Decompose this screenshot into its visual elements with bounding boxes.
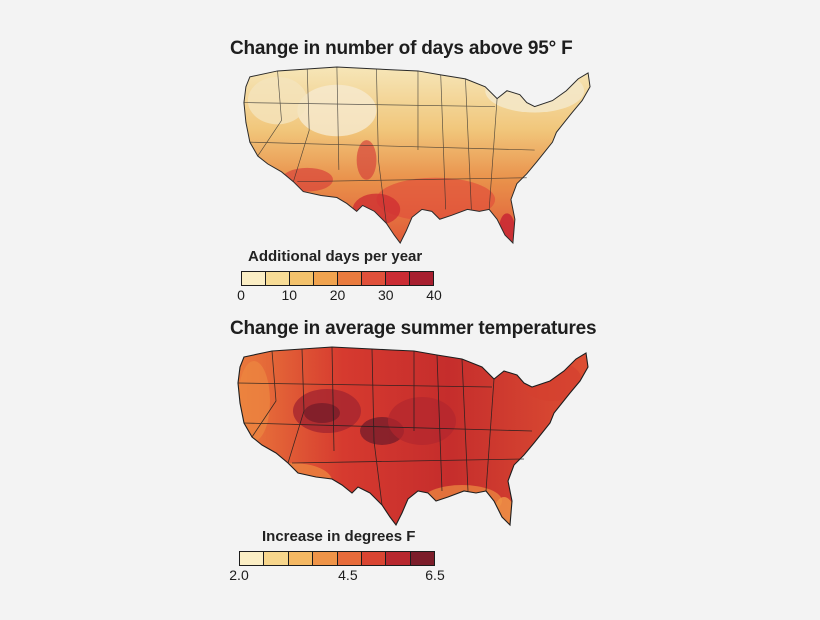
legend-swatch [410, 551, 435, 566]
legend-tick-label: 2.0 [229, 567, 249, 583]
legend-swatch [361, 551, 387, 566]
legend-tick-label: 30 [377, 287, 394, 303]
legend-swatch [410, 271, 434, 286]
legend-swatch [290, 271, 314, 286]
legend-swatches-degrees [239, 551, 435, 566]
legend-swatch [288, 551, 314, 566]
legend-swatch [241, 271, 266, 286]
legend-swatch [314, 271, 338, 286]
legend-swatch [313, 551, 338, 566]
legend-swatch [338, 271, 362, 286]
legend-tick-label: 4.5 [338, 567, 358, 583]
legend-swatch [239, 551, 265, 566]
legend-tick-label: 20 [329, 287, 346, 303]
legend-swatch [386, 271, 410, 286]
legend-swatch [386, 551, 411, 566]
legend-title-days: Additional days per year [248, 248, 423, 265]
map-title-days-above-95: Change in number of days above 95° F [230, 38, 573, 59]
summer-temperature-map [237, 346, 589, 527]
legend-swatch [264, 551, 289, 566]
legend-tick-label: 40 [426, 287, 442, 303]
legend-tick-label: 0 [237, 287, 245, 303]
legend-title-degrees: Increase in degrees F [262, 528, 416, 545]
legend-swatch [337, 551, 362, 566]
days-above-95-map [243, 66, 591, 245]
legend-swatches-days [241, 271, 434, 286]
legend-tick-label: 6.5 [425, 567, 445, 583]
legend-swatch [266, 271, 290, 286]
legend-swatch [362, 271, 386, 286]
legend-tick-label: 10 [281, 287, 298, 303]
map-title-summer-temperatures: Change in average summer temperatures [230, 318, 597, 339]
